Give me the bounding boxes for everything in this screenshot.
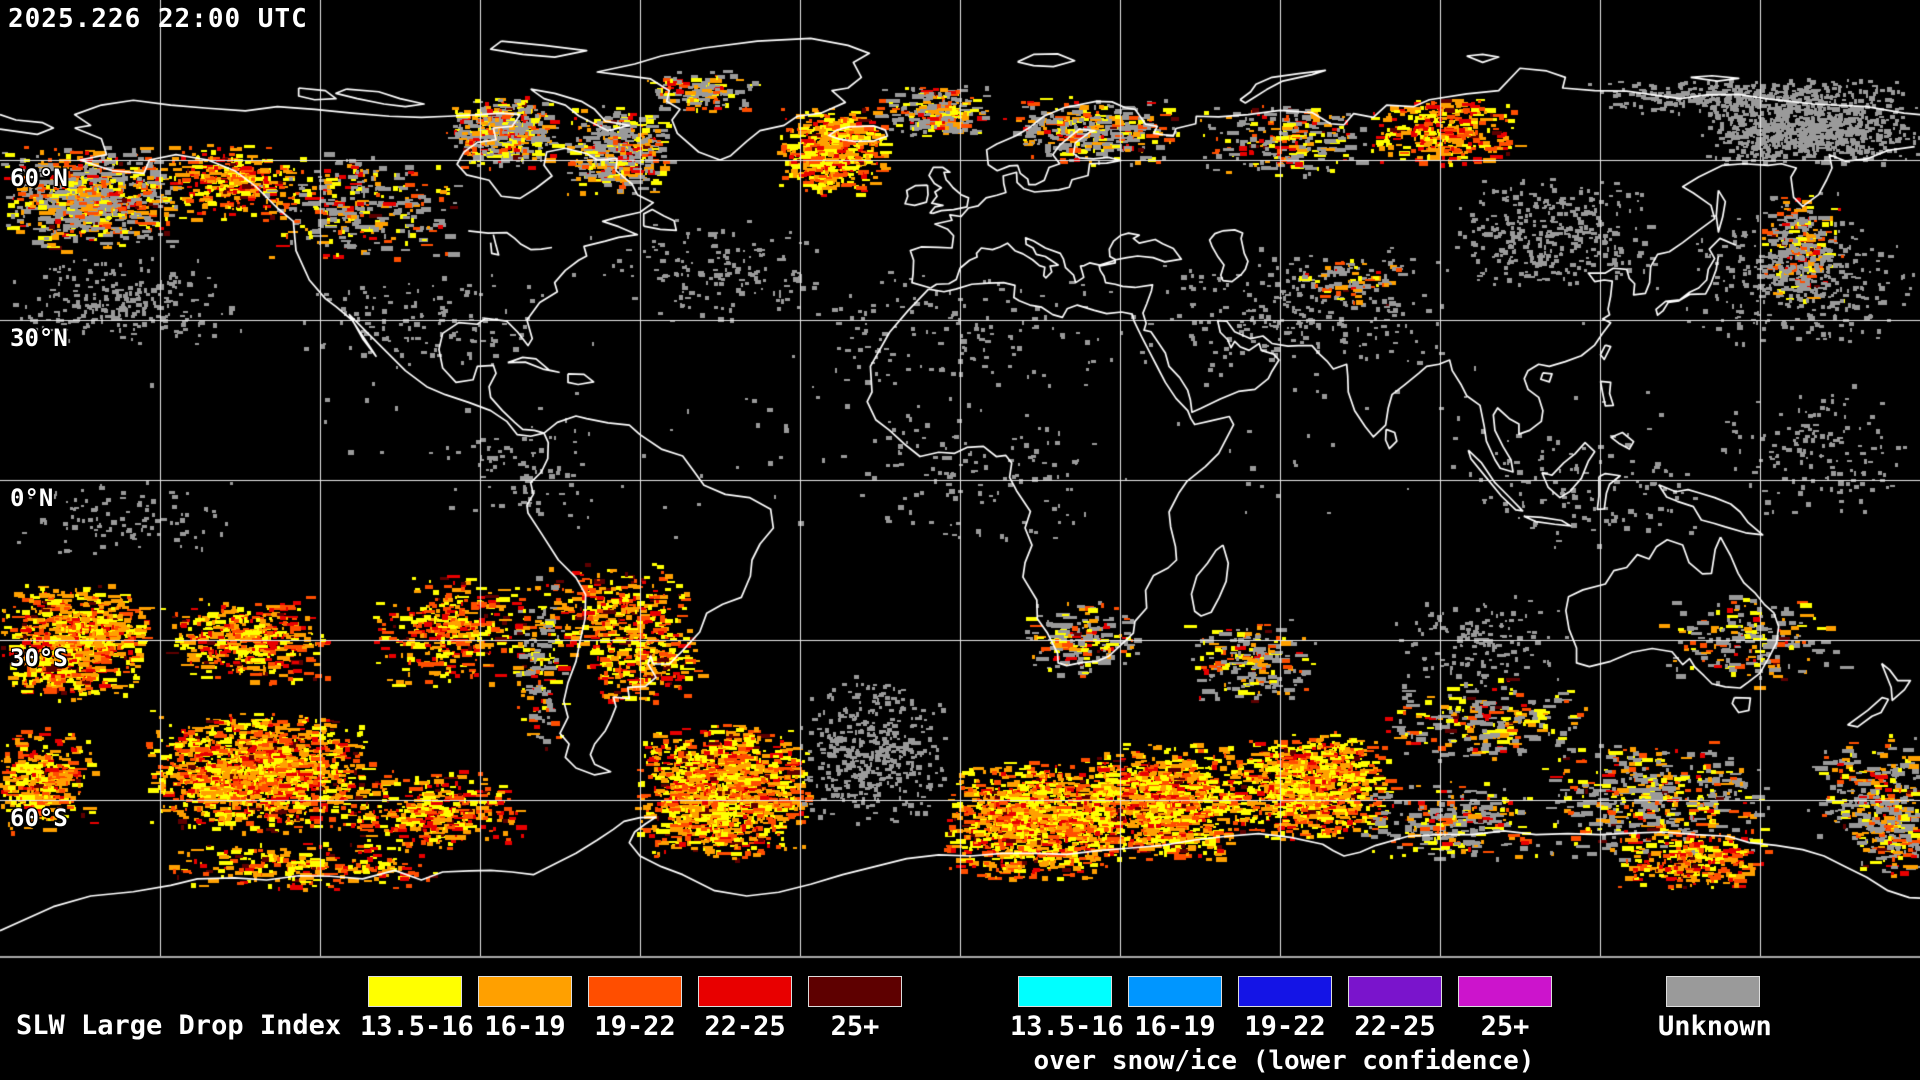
legend-bin-label: 25+ [830,1011,880,1042]
legend-swatch [368,976,462,1007]
legend-bin-snow: 25+ [1450,976,1560,1042]
legend-bin-snow: 16-19 [1120,976,1230,1042]
legend-swatch [808,976,902,1007]
legend-bin-unknown: Unknown [1658,976,1772,1042]
legend-bin-warm: 25+ [800,976,910,1042]
legend-swatch [588,976,682,1007]
legend-bin-warm: 22-25 [690,976,800,1042]
latitude-label: 30°N [10,324,68,352]
legend-bin-label: 19-22 [594,1011,676,1042]
legend-bin-label: 13.5-16 [360,1011,474,1042]
legend-swatch [1238,976,1332,1007]
legend-swatch [1458,976,1552,1007]
legend-bin-label: 22-25 [704,1011,786,1042]
legend-swatch [1128,976,1222,1007]
legend-swatch [1666,976,1760,1007]
legend-swatch [478,976,572,1007]
legend-bin-snow: 13.5-16 [1010,976,1124,1042]
legend-bin-warm: 16-19 [470,976,580,1042]
legend-bin-label: 16-19 [1134,1011,1216,1042]
latitude-label: 60°S [10,804,68,832]
legend-bin-warm: 13.5-16 [360,976,474,1042]
legend-bin-label: 19-22 [1244,1011,1326,1042]
legend: SLW Large Drop Index over snow/ice (lowe… [0,960,1920,1080]
snow-ice-caption: over snow/ice (lower confidence) [1033,1046,1535,1076]
legend-bin-label: 16-19 [484,1011,566,1042]
legend-bin-label: 13.5-16 [1010,1011,1124,1042]
legend-bin-snow: 19-22 [1230,976,1340,1042]
latitude-label: 0°N [10,484,54,512]
legend-bin-label: 25+ [1480,1011,1530,1042]
legend-swatch [1018,976,1112,1007]
timestamp: 2025.226 22:00 UTC [8,4,308,34]
legend-bin-label: 22-25 [1354,1011,1436,1042]
latitude-label: 60°N [10,164,68,192]
latitude-label: 30°S [10,644,68,672]
legend-bin-warm: 19-22 [580,976,690,1042]
legend-title: SLW Large Drop Index [16,1010,342,1041]
legend-bin-label: Unknown [1658,1011,1772,1042]
legend-swatch [698,976,792,1007]
world-map-canvas [0,0,1920,960]
legend-bin-snow: 22-25 [1340,976,1450,1042]
legend-swatch [1348,976,1442,1007]
